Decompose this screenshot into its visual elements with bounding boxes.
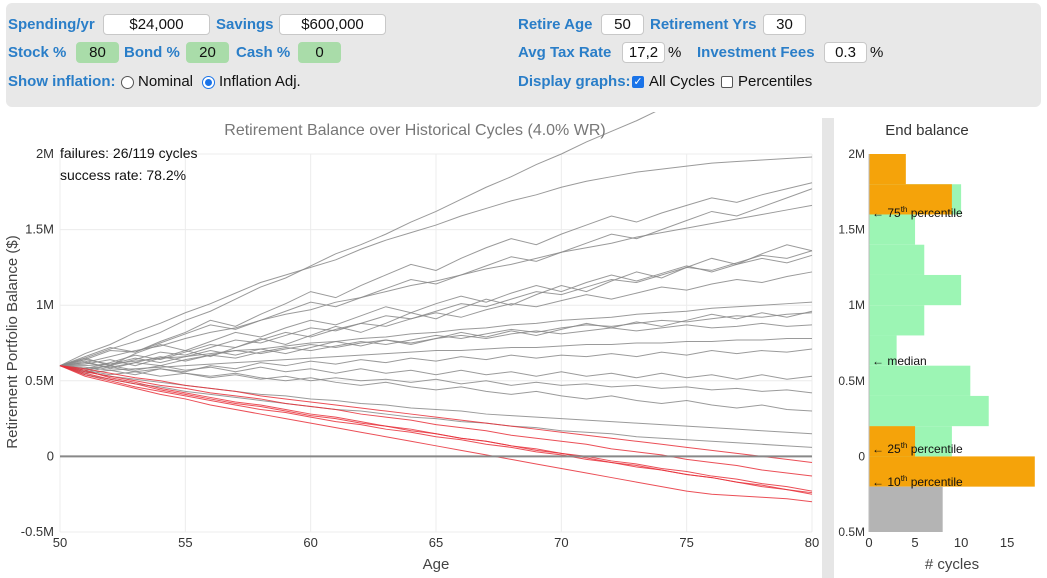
histogram-y-tick-label: 1M [848,298,865,312]
retirement-yrs-label: Retirement Yrs [650,16,757,33]
y-axis-label: Retirement Portfolio Balance ($) [4,235,21,448]
nominal-label: Nominal [138,73,194,90]
success-rate-annotation: success rate: 78.2% [60,167,186,183]
success-cycle-line [59,182,813,367]
percentile-marker: ← 75th percentile [872,205,963,220]
histogram-y-tick-label: 0 [858,449,865,463]
nominal-radio[interactable] [121,76,134,89]
success-cycle-line [59,365,813,380]
all-cycles-checkbox[interactable]: ✓ [632,76,644,88]
histogram-bar [869,184,952,215]
histogram-bar [869,305,925,336]
histogram-y-tick-label: 0.5M [838,374,865,388]
stock-label: Stock % [8,44,67,61]
y-tick-label: 0.5M [25,373,54,388]
x-tick-label: 70 [554,535,568,550]
histogram-y-tick-label: 1.5M [838,223,865,237]
histogram-bar [869,154,906,185]
main-chart-title: Retirement Balance over Historical Cycle… [224,122,605,139]
cash-input[interactable] [298,42,341,63]
success-cycle-line [59,156,813,367]
inflation-label: Show inflation: [8,73,116,90]
histogram-y-tick-label: 2M [848,147,865,161]
tax-rate-unit: % [668,44,682,61]
cash-label: Cash % [236,44,291,61]
percentiles-label: Percentiles [738,73,813,90]
success-cycle-line [59,348,813,376]
bond-input[interactable] [186,42,229,63]
histogram-bar [869,486,943,532]
success-cycle-line [59,337,812,371]
fees-input[interactable] [824,42,867,63]
x-tick-label: 75 [679,535,693,550]
x-tick-label: 55 [178,535,192,550]
histogram-x-tick-label: 5 [911,535,918,550]
y-tick-label: 0 [47,448,54,463]
tax-rate-label: Avg Tax Rate [518,44,612,61]
x-tick-label: 60 [303,535,317,550]
failure-cycle-line [59,365,813,492]
all-cycles-label: All Cycles [649,73,715,90]
success-cycle-line [59,310,813,367]
retire-age-input[interactable] [601,14,644,35]
histogram-bar [869,335,897,366]
x-axis-label: Age [423,556,450,573]
savings-label: Savings [216,16,274,33]
failure-cycle-line [59,365,813,477]
histogram-bar [869,395,989,427]
fees-unit: % [870,44,884,61]
histogram-y-tick-label: 0.5M [838,525,865,539]
bond-label: Bond % [124,44,180,61]
success-cycle-line [59,362,813,412]
success-cycle-line [59,204,813,367]
retire-age-label: Retire Age [518,16,593,33]
percentiles-checkbox[interactable] [721,76,733,88]
success-cycle-line [59,188,813,367]
chart-divider [822,118,834,578]
histogram-x-axis-label: # cycles [925,556,979,573]
balance-line-chart: 50 55 60 65 70 75 80 -0.5M 0 0.5M 1M 1.5M 2M Retirem… [4,112,819,573]
histogram-bar [869,244,925,275]
stock-input[interactable] [76,42,119,63]
histogram-title: End balance [885,122,968,139]
failures-annotation: failures: 26/119 cycles [60,145,197,161]
x-tick-label: 50 [53,535,67,550]
histogram-bar [869,426,916,457]
x-tick-label: 65 [429,535,443,550]
inflation-adj-label: Inflation Adj. [219,73,301,90]
spending-label: Spending/yr [8,16,95,33]
histogram-bar [869,214,916,245]
histogram-x-tick-label: 10 [954,535,968,550]
success-cycle-line [59,250,813,370]
success-cycle-line [59,271,813,370]
spending-input[interactable] [103,14,210,35]
tax-rate-input[interactable] [622,42,665,63]
failure-cycle-line [59,365,813,503]
failure-cycle-line [59,365,813,463]
percentile-marker: ← 10th percentile [872,474,963,489]
success-cycle-line [59,112,656,367]
fees-label: Investment Fees [697,44,815,61]
display-graphs-label: Display graphs: [518,73,631,90]
success-cycle-line [59,365,813,448]
inflation-adj-radio[interactable] [202,76,215,89]
y-tick-label: 1.5M [25,222,54,237]
percentile-marker: ← 25th percentile [872,441,963,456]
histogram-x-tick-label: 0 [865,535,872,550]
retirement-yrs-input[interactable] [763,14,806,35]
histogram-bar [869,274,962,306]
y-tick-label: 1M [36,297,54,312]
y-tick-label: -0.5M [21,524,54,539]
y-tick-label: 2M [36,146,54,161]
histogram-x-tick-label: 15 [1000,535,1014,550]
histogram-bar [869,365,971,396]
percentile-marker: ← median [872,354,927,368]
success-cycle-line [59,312,813,373]
savings-input[interactable] [279,14,386,35]
x-tick-label: 80 [805,535,819,550]
histogram-bar [869,456,1035,487]
